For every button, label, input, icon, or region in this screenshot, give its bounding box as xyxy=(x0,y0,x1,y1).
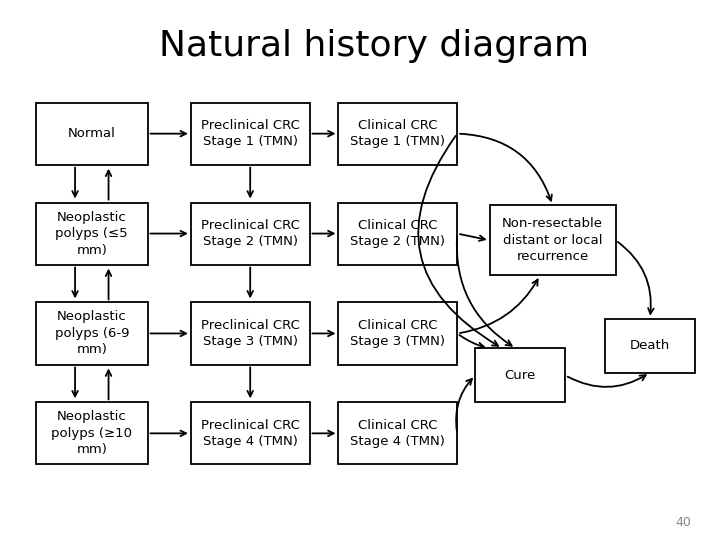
Text: Neoplastic
polyps (6-9
mm): Neoplastic polyps (6-9 mm) xyxy=(55,310,129,356)
FancyBboxPatch shape xyxy=(191,202,310,265)
Text: Non-resectable
distant or local
recurrence: Non-resectable distant or local recurren… xyxy=(502,217,603,264)
FancyBboxPatch shape xyxy=(490,205,616,275)
Text: 40: 40 xyxy=(675,516,691,529)
FancyBboxPatch shape xyxy=(338,103,457,165)
Text: Preclinical CRC
Stage 2 (TMN): Preclinical CRC Stage 2 (TMN) xyxy=(201,219,300,248)
Text: Neoplastic
polyps (≤5
mm): Neoplastic polyps (≤5 mm) xyxy=(55,211,128,256)
Text: Natural history diagram: Natural history diagram xyxy=(159,29,590,63)
FancyBboxPatch shape xyxy=(191,103,310,165)
FancyBboxPatch shape xyxy=(36,202,148,265)
Text: Clinical CRC
Stage 4 (TMN): Clinical CRC Stage 4 (TMN) xyxy=(351,418,445,448)
FancyBboxPatch shape xyxy=(338,302,457,364)
FancyBboxPatch shape xyxy=(191,402,310,464)
Text: Preclinical CRC
Stage 3 (TMN): Preclinical CRC Stage 3 (TMN) xyxy=(201,319,300,348)
FancyBboxPatch shape xyxy=(36,302,148,364)
Text: Neoplastic
polyps (≥10
mm): Neoplastic polyps (≥10 mm) xyxy=(51,410,132,456)
FancyBboxPatch shape xyxy=(191,302,310,364)
Text: Preclinical CRC
Stage 1 (TMN): Preclinical CRC Stage 1 (TMN) xyxy=(201,119,300,148)
FancyBboxPatch shape xyxy=(475,348,565,402)
FancyBboxPatch shape xyxy=(605,319,695,373)
Text: Clinical CRC
Stage 1 (TMN): Clinical CRC Stage 1 (TMN) xyxy=(351,119,445,148)
Text: Death: Death xyxy=(630,339,670,352)
Text: Cure: Cure xyxy=(505,369,536,382)
Text: Clinical CRC
Stage 3 (TMN): Clinical CRC Stage 3 (TMN) xyxy=(351,319,445,348)
FancyBboxPatch shape xyxy=(338,402,457,464)
Text: Preclinical CRC
Stage 4 (TMN): Preclinical CRC Stage 4 (TMN) xyxy=(201,418,300,448)
FancyBboxPatch shape xyxy=(338,202,457,265)
FancyBboxPatch shape xyxy=(36,103,148,165)
Text: Normal: Normal xyxy=(68,127,116,140)
FancyBboxPatch shape xyxy=(36,402,148,464)
Text: Clinical CRC
Stage 2 (TMN): Clinical CRC Stage 2 (TMN) xyxy=(351,219,445,248)
